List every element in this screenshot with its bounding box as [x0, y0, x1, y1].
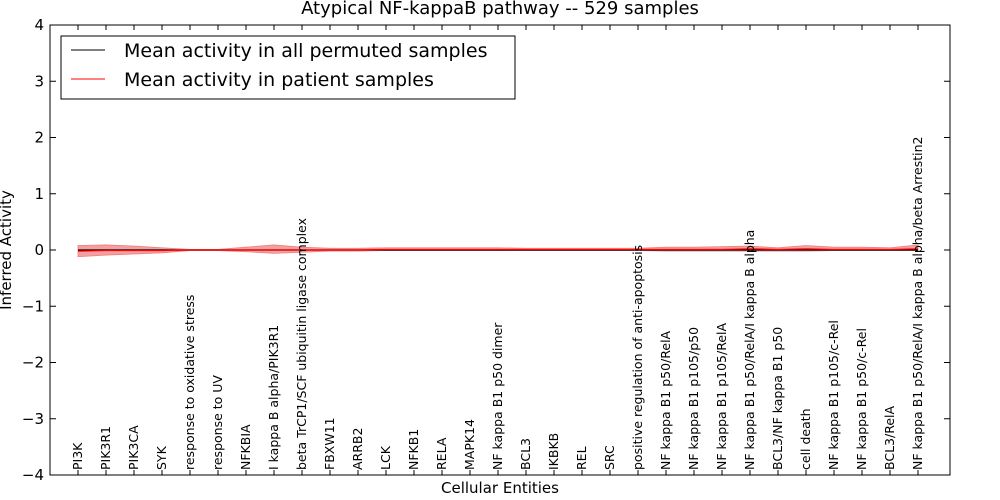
y-tick-label: 2: [34, 129, 44, 147]
x-tick-label: NF kappa B1 p50 dimer: [490, 322, 505, 470]
x-tick-label: cell death: [798, 408, 813, 470]
y-axis-title: Inferred Activity: [0, 190, 15, 310]
x-tick-label: ARRB2: [350, 428, 365, 470]
x-tick-label: MAPK14: [462, 419, 477, 470]
x-tick-label: NF kappa B1 p105/p50: [686, 327, 701, 470]
y-tick-label: −3: [22, 410, 44, 428]
x-tick-label: IKBKB: [546, 433, 561, 470]
x-tick-label: NF kappa B1 p50/RelA/I kappa B alpha: [742, 230, 757, 470]
x-tick-label: FBXW11: [322, 417, 337, 470]
y-tick-label: 4: [34, 16, 44, 34]
x-tick-label: NF kappa B1 p105/c-Rel: [826, 320, 841, 470]
chart-title: Atypical NF-kappaB pathway -- 529 sample…: [301, 0, 699, 19]
plot-area: −4 −3 −2 −1 0 1 2 3 4 PI3K PIK3R1 PIK3CA SYK response…: [22, 16, 951, 484]
y-tick-label: 1: [34, 185, 44, 203]
y-tick-label: −4: [22, 466, 44, 484]
x-tick-label: response to oxidative stress: [182, 295, 197, 470]
x-tick-label: PI3K: [70, 442, 85, 470]
series-line-patient: [77, 248, 919, 252]
legend-frame: [60, 35, 516, 100]
x-tick-label: positive regulation of anti-apoptosis: [630, 245, 645, 470]
legend: Mean activity in all permuted samples Me…: [60, 35, 516, 100]
x-tick-label: NF kappa B1 p50/RelA: [658, 330, 673, 470]
x-tick-label: PIK3R1: [98, 426, 113, 470]
legend-label-patient: Mean activity in patient samples: [124, 69, 434, 91]
x-tick-label: NFKB1: [406, 429, 421, 470]
x-tick-label: NFKBIA: [238, 424, 253, 470]
y-tick-label: −2: [22, 354, 44, 372]
y-tick-label: −1: [22, 297, 44, 315]
x-tick-label: LCK: [378, 445, 393, 470]
x-tick-label: REL: [574, 446, 589, 470]
x-tick-label: NF kappa B1 p105/RelA: [714, 323, 729, 470]
x-tick-label: NF kappa B1 p50/RelA/I kappa B alpha/bet…: [910, 137, 925, 471]
x-tick-label: BCL3/NF kappa B1 p50: [770, 327, 785, 470]
patient-activity-band: [77, 244, 919, 258]
legend-label-permuted: Mean activity in all permuted samples: [124, 40, 487, 62]
x-tick-label: BCL3: [518, 438, 533, 470]
y-tick-label: 3: [34, 72, 44, 90]
x-tick-label: SYK: [154, 445, 169, 470]
x-tick-label: BCL3/RelA: [882, 406, 897, 470]
x-tick-label: RELA: [434, 437, 449, 470]
x-tick-label: response to UV: [210, 375, 225, 470]
y-tick-label: 0: [34, 241, 44, 259]
x-tick-label: NF kappa B1 p50/c-Rel: [854, 328, 869, 470]
x-tick-label: PIK3CA: [126, 425, 141, 470]
x-tick-label: I kappa B alpha/PIK3R1: [266, 325, 281, 470]
x-tick-label: SRC: [602, 445, 617, 470]
x-axis-title: Cellular Entities: [441, 479, 559, 497]
x-tick-label: beta TrCP1/SCF ubiquitin ligase complex: [294, 218, 309, 470]
